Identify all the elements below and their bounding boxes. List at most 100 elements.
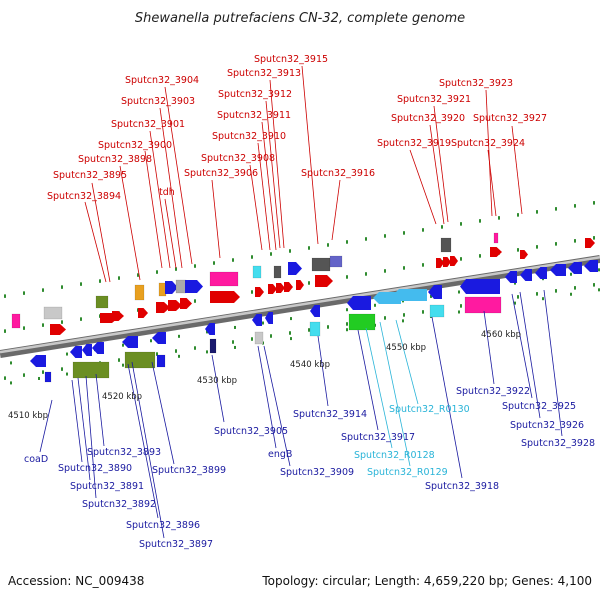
- gene-label[interactable]: Sputcn32_3919: [377, 138, 451, 149]
- grid-dot: [175, 349, 177, 353]
- grid-dot: [460, 257, 462, 261]
- gene-label[interactable]: Sputcn32_3926: [510, 420, 584, 431]
- gene-arrow-reverse: [505, 271, 517, 283]
- gene-label[interactable]: Sputcn32_3897: [139, 539, 213, 550]
- gene-label[interactable]: Sputcn32_3917: [341, 432, 415, 443]
- gene-label[interactable]: Sputcn32_3911: [217, 110, 291, 121]
- gene-arrow-forward: [490, 247, 502, 257]
- gene-label[interactable]: Sputcn32_R0130: [389, 404, 470, 415]
- gene-arrow-reverse: [265, 312, 273, 324]
- grid-dot: [517, 213, 519, 217]
- grid-dot: [213, 261, 215, 265]
- gene-label[interactable]: Sputcn32_3922: [456, 386, 530, 397]
- label-leader-lines: [39, 65, 563, 539]
- gene-box: [43, 306, 63, 320]
- leader-line: [149, 130, 171, 269]
- gene-label[interactable]: Sputcn32_3893: [87, 447, 161, 458]
- gene-label[interactable]: tdh: [159, 187, 175, 198]
- grid-dot: [536, 245, 538, 249]
- leader-line: [487, 149, 497, 217]
- gene-label[interactable]: Sputcn32_3904: [125, 75, 199, 86]
- gene-box: [329, 255, 343, 268]
- grid-dot: [23, 326, 25, 330]
- grid-dot: [178, 334, 180, 338]
- gene-box: [429, 304, 445, 318]
- grid-dot: [42, 370, 44, 374]
- gene-arrow-reverse: [122, 336, 138, 348]
- gene-label[interactable]: Sputcn32_3900: [98, 140, 172, 151]
- gene-arrow-reverse: [82, 344, 92, 356]
- gene-arrow-forward: [276, 283, 285, 293]
- gene-label[interactable]: Sputcn32_3918: [425, 481, 499, 492]
- gene-label[interactable]: engB: [268, 449, 292, 460]
- grid-dot: [80, 317, 82, 321]
- gene-arrow-forward: [112, 311, 124, 321]
- gene-box: [158, 282, 167, 297]
- gene-label[interactable]: Sputcn32_3928: [521, 438, 595, 449]
- gene-label[interactable]: Sputcn32_3916: [301, 168, 375, 179]
- genome-backbone: [0, 255, 600, 358]
- leader-line: [71, 379, 83, 463]
- gene-label[interactable]: Sputcn32_3913: [227, 68, 301, 79]
- gene-arrow-reverse: [535, 267, 547, 279]
- leader-line: [131, 361, 165, 539]
- leader-line: [261, 121, 277, 251]
- leader-line: [519, 291, 541, 419]
- gene-label[interactable]: Sputcn32_3898: [78, 154, 152, 165]
- leader-line: [257, 345, 277, 449]
- grid-dot: [402, 319, 404, 323]
- grid-dot: [38, 376, 40, 380]
- grid-dot: [422, 263, 424, 267]
- gene-label[interactable]: Sputcn32_3906: [184, 168, 258, 179]
- gene-label[interactable]: Sputcn32_3927: [473, 113, 547, 124]
- gene-label[interactable]: Sputcn32_3899: [152, 465, 226, 476]
- gene-label[interactable]: coaD: [24, 454, 48, 465]
- gene-label[interactable]: Sputcn32_3910: [212, 131, 286, 142]
- grid-dot: [598, 268, 600, 272]
- leader-line: [357, 329, 379, 431]
- gene-label[interactable]: Sputcn32_3905: [214, 426, 288, 437]
- gene-label[interactable]: Sputcn32_R0129: [367, 467, 448, 478]
- gene-label[interactable]: Sputcn32_3921: [397, 94, 471, 105]
- gene-label[interactable]: Sputcn32_3920: [391, 113, 465, 124]
- leader-line: [265, 100, 281, 249]
- gene-label[interactable]: Sputcn32_3912: [218, 89, 292, 100]
- grid-dot: [10, 381, 12, 385]
- kbp-axis: 4510 kbp 4520 kbp 4530 kbp 4540 kbp 4550…: [8, 330, 521, 421]
- grid-dot: [251, 290, 253, 294]
- gene-label[interactable]: Sputcn32_3909: [280, 467, 354, 478]
- leader-line: [301, 65, 319, 245]
- gene-label[interactable]: Sputcn32_3915: [254, 54, 328, 65]
- gene-arrow-reverse: [520, 269, 532, 281]
- gene-box: [254, 331, 264, 345]
- gene-label[interactable]: Sputcn32_3892: [82, 499, 156, 510]
- gene-label[interactable]: Sputcn32_3896: [126, 520, 200, 531]
- leader-line: [263, 345, 291, 467]
- gene-label[interactable]: Sputcn32_3891: [70, 481, 144, 492]
- grid-dot: [4, 294, 6, 298]
- leader-line: [331, 179, 341, 241]
- grid-dot: [542, 297, 544, 301]
- grid-dot: [346, 322, 348, 326]
- gene-label[interactable]: Sputcn32_3894: [47, 191, 121, 202]
- grid-dot: [262, 321, 264, 325]
- gene-label[interactable]: Sputcn32_3923: [439, 78, 513, 89]
- gene-label[interactable]: Sputcn32_3901: [111, 119, 185, 130]
- grid-dot: [61, 320, 63, 324]
- gene-label[interactable]: Sputcn32_3914: [293, 409, 367, 420]
- gene-label[interactable]: Sputcn32_3903: [121, 96, 195, 107]
- gene-label[interactable]: Sputcn32_3895: [53, 170, 127, 181]
- gene-label[interactable]: Sputcn32_3908: [201, 153, 275, 164]
- kbp-tick-label: 4560 kbp: [481, 330, 521, 340]
- accession-text: Accession: NC_009438: [8, 574, 144, 588]
- gene-label[interactable]: Sputcn32_R0128: [354, 450, 435, 461]
- grid-dot: [458, 310, 460, 314]
- gene-arrow-forward: [180, 298, 192, 309]
- leader-line: [257, 142, 271, 251]
- gene-arrow-forward: [255, 287, 264, 297]
- gene-label[interactable]: Sputcn32_3890: [58, 463, 132, 474]
- gene-label[interactable]: Sputcn32_3925: [502, 401, 576, 412]
- gene-label[interactable]: Sputcn32_3924: [451, 138, 525, 149]
- grid-dot: [441, 225, 443, 229]
- gene-arrow-reverse: [550, 264, 566, 276]
